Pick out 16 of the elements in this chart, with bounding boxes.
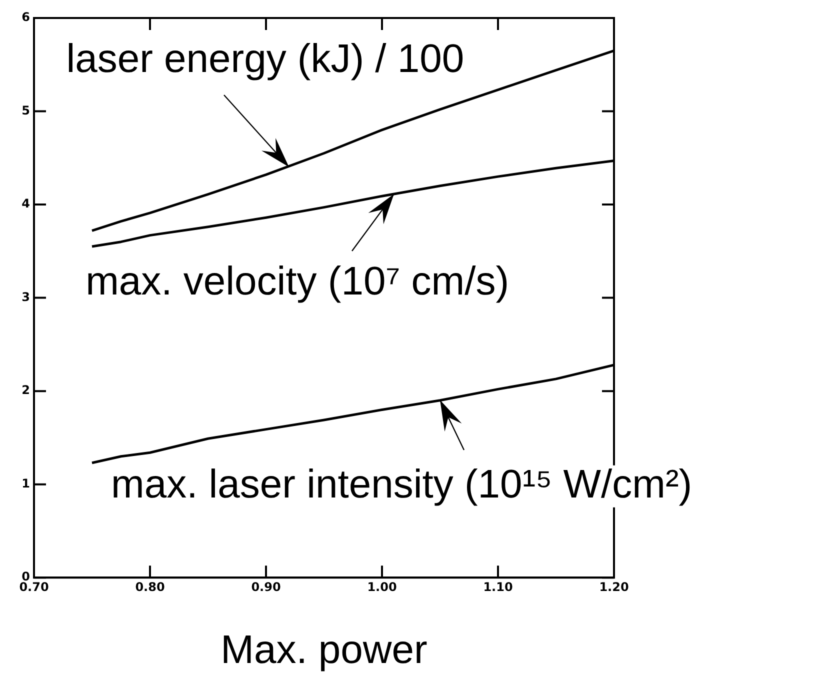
x-axis-title: Max. power [220,628,428,672]
x-tick-label: 0.70 [19,580,49,594]
y-tick-label: 6 [22,10,30,24]
annotation: max. laser intensity (10¹⁵ W/cm²) [111,462,692,506]
y-tick-label: 4 [22,196,30,211]
y-tick-label: 3 [22,290,30,304]
x-tick-label: 1.00 [367,580,397,594]
x-tick-label: 1.10 [483,580,513,594]
x-tick-label: 0.90 [251,580,281,594]
annotation: laser energy (kJ) / 100 [66,37,464,82]
x-tick-label: 0.80 [135,580,165,594]
y-tick-label: 1 [22,476,30,490]
y-tick-label: 5 [22,103,30,118]
y-tick-label: 2 [22,383,30,398]
x-tick-label: 1.20 [599,580,629,594]
annotation: max. velocity (10⁷ cm/s) [86,259,510,304]
